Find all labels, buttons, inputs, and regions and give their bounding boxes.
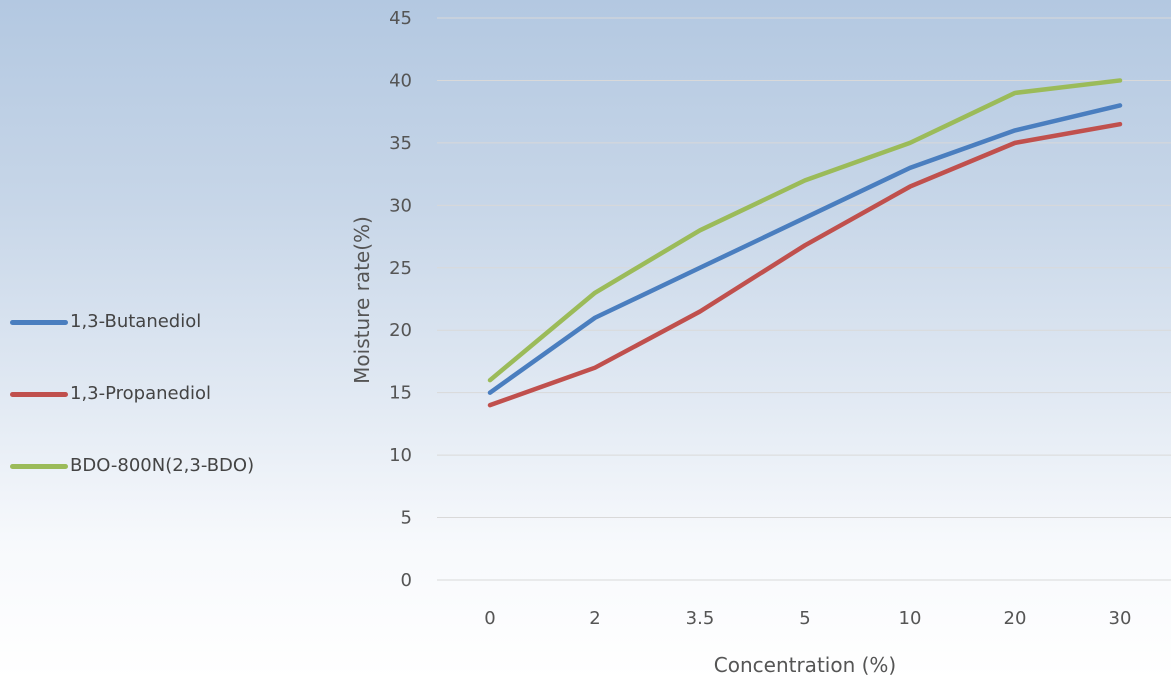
legend-label-propanediol: 1,3-Propanediol bbox=[70, 383, 212, 404]
y-tick-label: 35 bbox=[389, 133, 412, 154]
x-tick-label: 30 bbox=[1109, 608, 1132, 629]
legend-label-butanediol: 1,3-Butanediol bbox=[70, 311, 202, 332]
x-axis-ticks: 0 2 3.5 5 10 20 30 bbox=[484, 608, 1131, 629]
x-tick-label: 3.5 bbox=[686, 608, 715, 629]
y-axis-ticks: 0 5 10 15 20 25 30 35 40 45 bbox=[389, 8, 412, 591]
x-axis-title: Concentration (%) bbox=[714, 653, 896, 677]
x-tick-label: 2 bbox=[589, 608, 600, 629]
y-tick-label: 40 bbox=[389, 70, 412, 91]
x-tick-label: 0 bbox=[484, 608, 495, 629]
series-line-2 bbox=[487, 78, 1123, 383]
legend: 1,3-Butanediol 1,3-Propanediol BDO-800N(… bbox=[10, 300, 330, 516]
series-lines bbox=[487, 78, 1123, 408]
legend-item-propanediol: 1,3-Propanediol bbox=[10, 372, 330, 444]
legend-swatch-butanediol bbox=[10, 320, 68, 325]
series-line-1 bbox=[487, 121, 1123, 408]
x-tick-label: 10 bbox=[899, 608, 922, 629]
x-tick-label: 20 bbox=[1004, 608, 1027, 629]
legend-item-butanediol: 1,3-Butanediol bbox=[10, 300, 330, 372]
y-tick-label: 10 bbox=[389, 445, 412, 466]
legend-swatch-propanediol bbox=[10, 392, 68, 397]
y-tick-label: 30 bbox=[389, 195, 412, 216]
series-line-0 bbox=[487, 103, 1123, 395]
y-tick-label: 25 bbox=[389, 258, 412, 279]
y-tick-label: 45 bbox=[389, 8, 412, 29]
y-tick-label: 0 bbox=[401, 570, 412, 591]
legend-item-bdo-800n: BDO-800N(2,3-BDO) bbox=[10, 444, 330, 516]
y-tick-label: 5 bbox=[401, 508, 412, 529]
y-axis-title: Moisture rate(%) bbox=[350, 216, 374, 384]
legend-swatch-bdo-800n bbox=[10, 464, 68, 469]
y-tick-label: 20 bbox=[389, 320, 412, 341]
legend-label-bdo-800n: BDO-800N(2,3-BDO) bbox=[70, 455, 255, 476]
gridlines bbox=[437, 17, 1171, 581]
x-tick-label: 5 bbox=[799, 608, 810, 629]
y-tick-label: 15 bbox=[389, 383, 412, 404]
